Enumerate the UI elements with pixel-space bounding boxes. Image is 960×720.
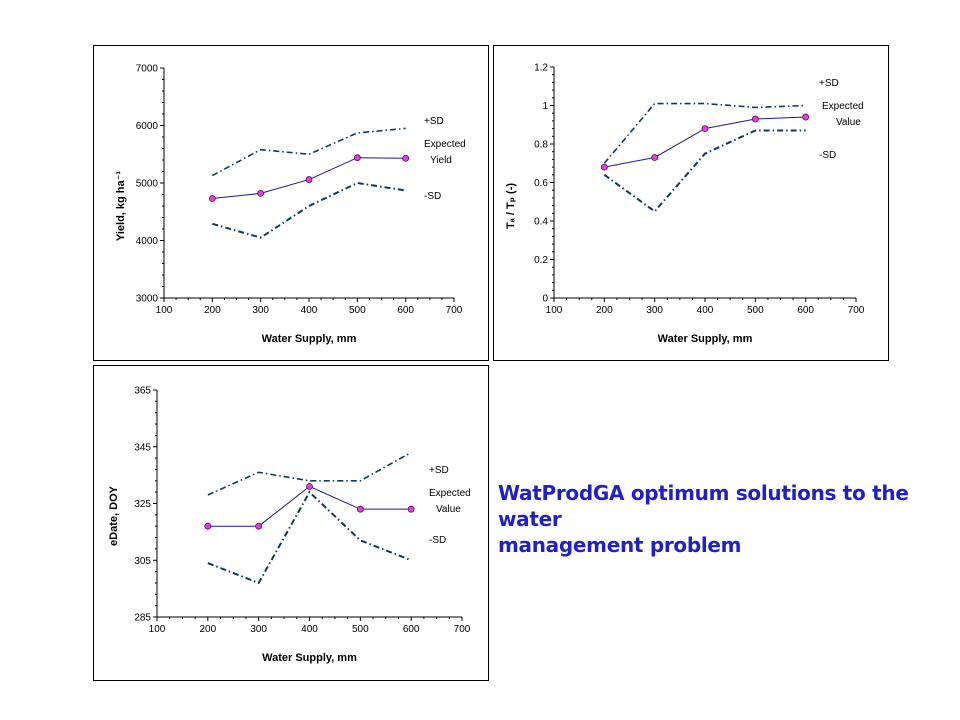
y-tick-label: 0.2 (534, 255, 548, 266)
legend-expected-2: Yield (430, 155, 452, 166)
x-tick-label: 400 (301, 624, 318, 635)
x-tick-label: 500 (747, 305, 764, 316)
y-tick-label: 1 (542, 101, 548, 112)
y-tick-label: 7000 (136, 64, 159, 75)
y-tick-label: 3000 (136, 294, 159, 305)
x-axis-label: Water Supply, mm (658, 333, 753, 345)
legend-minus-sd: -SD (819, 150, 836, 161)
expected-point-marker (204, 522, 212, 530)
y-tick-label: 0.6 (534, 178, 548, 189)
x-tick-label: 200 (204, 305, 221, 316)
expected-point-marker (402, 154, 410, 162)
slide-caption: WatProdGA optimum solutions to the water… (498, 480, 948, 558)
x-tick-label: 500 (352, 624, 369, 635)
series-minus-sd-line (603, 129, 806, 213)
y-axis-label: Yield, kg ha⁻¹ (115, 171, 127, 242)
caption-line-1: WatProdGA optimum solutions to the water (498, 481, 909, 531)
x-tick-label: 500 (349, 305, 366, 316)
series-minus-sd-line (212, 181, 406, 239)
x-tick-label: 200 (596, 305, 613, 316)
legend-expected: Expected (429, 488, 471, 499)
chart-panel-transpiration: 100 200 300 400 500 600 700 0 0.2 0.4 0.6 0.8 1 1.2 Wa… (493, 45, 889, 361)
x-tick-label: 600 (797, 305, 814, 316)
y-tick-label: 0.8 (534, 140, 548, 151)
y-tick-label: 345 (134, 442, 151, 453)
x-tick-label: 300 (646, 305, 663, 316)
expected-point-marker (208, 195, 216, 202)
y-tick-label: 5000 (136, 179, 159, 190)
chart-panel-edate: 100 200 300 400 500 600 700 285 305 325 345 365 Wate… (93, 365, 489, 681)
expected-point-marker (255, 522, 263, 530)
expected-point-marker (651, 154, 659, 161)
x-tick-label: 700 (848, 305, 865, 316)
legend-minus-sd: -SD (424, 191, 441, 202)
expected-point-marker (802, 113, 810, 121)
y-tick-label: 305 (134, 556, 151, 567)
legend-plus-sd: +SD (429, 465, 449, 476)
x-tick-label: 400 (301, 305, 318, 316)
x-tick-label: 700 (446, 305, 463, 316)
chart-yield-svg: 100 200 300 400 500 600 700 3000 4000 5000 6000 700… (115, 64, 466, 346)
x-tick-label: 600 (403, 624, 420, 635)
y-tick-label: 1.2 (534, 63, 548, 74)
x-tick-label: 300 (252, 305, 269, 316)
y-tick-label: 325 (134, 499, 151, 510)
x-axis-label: Water Supply, mm (262, 652, 357, 664)
expected-point-marker (353, 154, 361, 162)
x-tick-label: 300 (250, 624, 267, 635)
expected-point-marker (356, 505, 364, 513)
y-tick-label: 0 (542, 294, 548, 305)
legend-plus-sd: +SD (424, 116, 444, 127)
chart-panel-yield: 100 200 300 400 500 600 700 3000 4000 5000 6000 700… (93, 45, 489, 361)
expected-point-marker (701, 125, 709, 132)
series-minus-sd-line (207, 490, 412, 585)
expected-point-marker (751, 115, 759, 123)
y-tick-label: 4000 (136, 236, 159, 247)
x-tick-label: 100 (156, 305, 173, 316)
legend-expected: Expected (424, 139, 466, 150)
x-tick-label: 100 (149, 624, 166, 635)
x-axis-label: Water Supply, mm (262, 333, 357, 345)
series-plus-sd-line (207, 451, 412, 496)
x-tick-label: 100 (546, 305, 563, 316)
legend-expected-2: Value (836, 117, 861, 128)
y-axis-label: eDate, DOY (108, 485, 120, 546)
chart-transpiration-svg: 100 200 300 400 500 600 700 0 0.2 0.4 0.6 0.8 1 1.2 Wa… (505, 63, 865, 346)
expected-point-marker (257, 189, 265, 197)
x-tick-label: 200 (199, 624, 216, 635)
legend-expected-2: Value (436, 504, 461, 515)
y-axis-label: Tₐ / Tₚ (-) (505, 183, 517, 229)
x-tick-label: 400 (697, 305, 714, 316)
series-expected-line (604, 116, 806, 168)
expected-point-marker (306, 483, 313, 490)
expected-point-marker (305, 176, 313, 183)
y-tick-label: 6000 (136, 121, 159, 132)
legend-minus-sd: -SD (429, 535, 446, 546)
y-tick-label: 365 (134, 386, 151, 397)
series-plus-sd-line (211, 127, 406, 177)
y-tick-label: 0.4 (534, 217, 548, 228)
legend-plus-sd: +SD (819, 78, 839, 89)
y-tick-label: 285 (134, 613, 151, 624)
expected-point-marker (600, 163, 608, 171)
x-tick-label: 700 (454, 624, 471, 635)
expected-point-marker (407, 505, 415, 513)
x-tick-label: 600 (397, 305, 414, 316)
caption-line-2: management problem (498, 533, 742, 557)
chart-edate-svg: 100 200 300 400 500 600 700 285 305 325 345 365 Wate… (108, 386, 471, 665)
legend-expected: Expected (822, 101, 864, 112)
